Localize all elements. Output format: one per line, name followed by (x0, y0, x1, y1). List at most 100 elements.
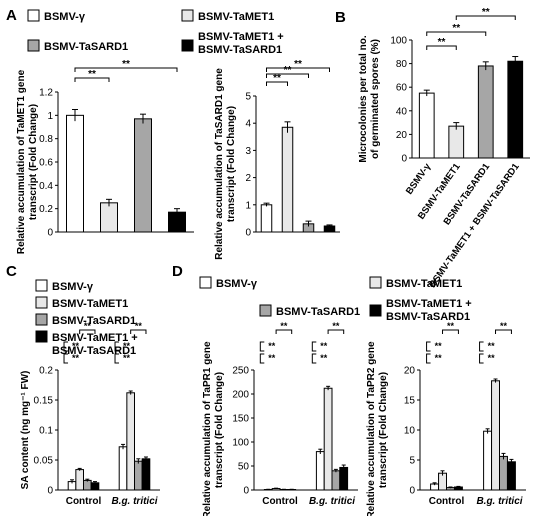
x-tick-label: B.g. tritici (476, 496, 522, 507)
legend-c-swatch-0 (35, 279, 48, 292)
legend-c-label-1: BSMV-TaMET1 (52, 298, 128, 310)
legend-d-swatch-1 (369, 276, 382, 289)
bar (507, 60, 524, 159)
y-tick-label: 1 (47, 111, 53, 122)
y-tick-label: 40 (396, 106, 408, 117)
significance-bracket (130, 329, 147, 334)
chart-4: 0 50 100 150 200 250 Relative accumulation of … (202, 321, 358, 516)
bar (438, 472, 447, 491)
legend-c: BSMV-γ BSMV-TaMET1 BSMV-TaSARD1 BSMV-TaM… (35, 279, 138, 357)
y-tick-label: 0.2 (39, 366, 53, 377)
x-tick-label: B.g. tritici (111, 496, 157, 507)
chart-3: 0 0.05 0.1 0.15 0.2 SA content (ng mg⁻¹ FW) Co… (20, 321, 160, 507)
y-tick-label: 60 (396, 83, 408, 94)
y-tick-label: 0 (401, 154, 407, 165)
legend-a-swatch-2 (27, 39, 40, 52)
legend-d-swatch-2 (259, 304, 272, 317)
legend-a-label-3: BSMV-TaMET1 + BSMV-TaSARD1 (198, 31, 284, 56)
bar (118, 446, 128, 491)
bar (331, 470, 341, 491)
significance-bracket (426, 31, 487, 36)
bar (100, 202, 118, 233)
bar (141, 458, 151, 491)
bar (315, 451, 325, 491)
y-tick-label: 5 (409, 456, 415, 467)
significance-bracket (275, 329, 293, 334)
y-tick-label: 4 (245, 119, 251, 130)
bar (126, 392, 135, 491)
panel-label-d: D (172, 263, 183, 280)
significance-mark: ** (452, 23, 460, 34)
y-tick-label: 0.1 (39, 426, 53, 437)
significance-bracket (327, 329, 345, 334)
y-tick-label: 1.2 (39, 88, 53, 99)
bar (499, 455, 508, 491)
legend-d-swatch-0 (199, 276, 212, 289)
significance-mark: ** (123, 353, 131, 363)
x-tick-label: BSMV-γ (404, 161, 434, 197)
chart-2: 0 20 40 60 80 100 Microcolonies per total no.o… (358, 7, 530, 290)
y-tick-label: 0.15 (34, 396, 54, 407)
y-tick-label: 150 (232, 414, 249, 425)
significance-bracket (426, 353, 431, 364)
y-tick-label: 0 (47, 228, 53, 239)
significance-mark: ** (294, 59, 302, 70)
legend-c-swatch-1 (35, 296, 48, 309)
x-tick-label: Control (262, 496, 298, 507)
legend-a-swatch-0 (27, 9, 40, 22)
panel-label-b: B (335, 9, 346, 26)
significance-bracket (79, 329, 96, 334)
y-tick-label: 0 (243, 486, 249, 497)
legend-d-swatch-3 (369, 304, 382, 317)
significance-bracket (114, 341, 120, 352)
significance-bracket (311, 341, 317, 352)
bar (339, 466, 349, 491)
legend-d-label-0: BSMV-γ (216, 278, 258, 290)
bar (134, 118, 152, 233)
significance-mark: ** (268, 341, 276, 351)
significance-mark: ** (500, 321, 508, 331)
significance-mark: ** (320, 341, 328, 351)
bar (448, 125, 465, 159)
legend-a-swatch-1 (181, 9, 194, 22)
bar (134, 460, 143, 491)
bar (75, 469, 84, 491)
y-tick-label: 0.05 (34, 456, 54, 467)
significance-bracket (442, 329, 459, 334)
x-tick-label: B.g. tritici (309, 496, 355, 507)
bar (323, 387, 333, 491)
significance-mark: ** (320, 353, 328, 363)
y-tick-label: 200 (232, 390, 249, 401)
significance-bracket (266, 67, 330, 72)
significance-bracket (74, 77, 110, 82)
y-tick-label: 20 (404, 366, 416, 377)
panel-label-c: C (6, 263, 17, 280)
y-tick-label: 0 (245, 228, 251, 239)
legend-a-label-2: BSMV-TaSARD1 (44, 41, 128, 53)
legend-c-label-0: BSMV-γ (52, 281, 94, 293)
significance-mark: ** (280, 321, 288, 331)
legend-d-label-2: BSMV-TaSARD1 (276, 306, 360, 318)
legend-d-label-3: BSMV-TaMET1 + BSMV-TaSARD1 (386, 298, 472, 323)
bar (418, 92, 435, 159)
y-tick-label: 0 (409, 486, 415, 497)
significance-mark: ** (72, 353, 80, 363)
bar (483, 430, 493, 491)
significance-bracket (63, 353, 69, 364)
bar (506, 461, 516, 491)
bar (66, 114, 84, 233)
y-axis-label: SA content (ng mg⁻¹ FW) (20, 371, 31, 490)
significance-bracket (259, 341, 265, 352)
legend-c-swatch-3 (35, 330, 48, 343)
y-axis-label: Microcolonies per total no.of germinated… (358, 35, 381, 162)
significance-bracket (266, 81, 288, 86)
legend-d-label-1: BSMV-TaMET1 (386, 278, 462, 290)
y-tick-label: 100 (232, 438, 249, 449)
significance-mark: ** (284, 65, 292, 76)
y-tick-label: 3 (245, 146, 251, 157)
significance-bracket (114, 353, 120, 364)
significance-mark: ** (268, 353, 276, 363)
x-tick-label: Control (66, 496, 102, 507)
